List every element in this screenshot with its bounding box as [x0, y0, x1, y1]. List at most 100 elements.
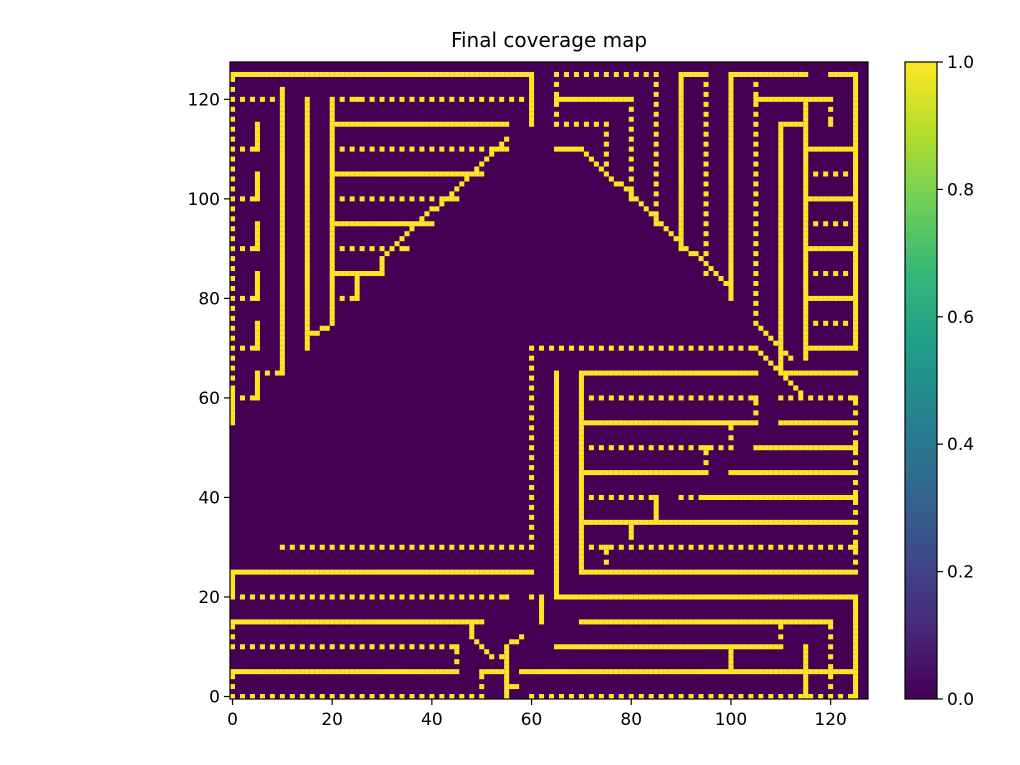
coverage-cell: [279, 171, 285, 177]
coverage-cell: [454, 644, 460, 650]
coverage-cell: [329, 156, 335, 162]
coverage-cell: [643, 644, 649, 650]
coverage-cell: [848, 445, 854, 451]
coverage-cell: [853, 684, 859, 690]
coverage-cell: [230, 76, 236, 82]
coverage-cell: [424, 171, 430, 177]
coverage-cell: [703, 101, 709, 107]
coverage-cell: [693, 519, 699, 525]
coverage-cell: [748, 494, 754, 500]
coverage-cell: [778, 305, 784, 311]
coverage-cell: [688, 544, 694, 550]
coverage-cell: [254, 221, 260, 227]
coverage-cell: [803, 106, 809, 112]
coverage-cell: [763, 355, 769, 361]
coverage-cell: [459, 171, 465, 177]
coverage-cell: [349, 271, 355, 277]
coverage-cell: [638, 544, 644, 550]
coverage-cell: [668, 345, 674, 351]
coverage-cell: [808, 146, 814, 152]
coverage-cell: [853, 280, 859, 286]
coverage-cell: [658, 221, 664, 227]
coverage-cell: [618, 445, 624, 451]
coverage-cell: [778, 166, 784, 172]
coverage-cell: [339, 271, 345, 277]
coverage-cell: [818, 594, 824, 600]
coverage-cell: [688, 420, 694, 426]
coverage-cell: [429, 644, 435, 650]
coverage-cell: [683, 594, 689, 600]
coverage-cell: [658, 594, 664, 600]
coverage-cell: [608, 345, 614, 351]
coverage-cell: [509, 639, 515, 645]
coverage-cell: [344, 171, 350, 177]
coverage-cell: [833, 470, 839, 476]
coverage-cell: [379, 271, 385, 277]
coverage-cell: [728, 156, 734, 162]
coverage-cell: [593, 370, 599, 376]
coverage-cell: [803, 161, 809, 167]
coverage-cell: [509, 544, 515, 550]
coverage-cell: [678, 181, 684, 187]
coverage-cell: [668, 519, 674, 525]
coverage-cell: [728, 251, 734, 257]
coverage-cell: [728, 669, 734, 675]
coverage-cell: [494, 669, 500, 675]
coverage-cell: [549, 345, 555, 351]
coverage-cell: [703, 171, 709, 177]
coverage-cell: [304, 166, 310, 172]
coverage-cell: [608, 594, 614, 600]
coverage-cell: [294, 619, 300, 625]
coverage-cell: [309, 330, 315, 336]
coverage-cell: [553, 455, 560, 461]
coverage-cell: [703, 181, 709, 187]
coverage-cell: [578, 524, 584, 530]
coverage-cell: [524, 569, 530, 575]
coverage-cell: [524, 71, 530, 77]
coverage-cell: [803, 246, 809, 252]
coverage-cell: [374, 121, 380, 127]
coverage-cell: [628, 669, 634, 675]
coverage-cell: [444, 196, 450, 202]
coverage-cell: [399, 594, 405, 600]
coverage-cell: [778, 176, 784, 182]
coverage-cell: [703, 211, 709, 217]
coverage-cell: [279, 340, 285, 346]
coverage-cell: [623, 96, 629, 102]
coverage-cell: [728, 519, 734, 525]
coverage-cell: [329, 191, 335, 197]
coverage-cell: [553, 460, 560, 466]
coverage-cell: [733, 370, 739, 376]
coverage-cell: [703, 71, 709, 77]
coverage-cell: [454, 669, 460, 675]
coverage-cell: [279, 350, 285, 356]
coverage-cell: [349, 96, 355, 102]
coverage-cell: [578, 485, 584, 491]
coverage-cell: [284, 669, 290, 675]
coverage-cell: [369, 96, 375, 102]
coverage-cell: [758, 619, 764, 625]
coverage-cell: [304, 71, 310, 77]
coverage-cell: [529, 504, 535, 510]
coverage-cell: [578, 489, 584, 496]
coverage-cell: [803, 101, 809, 107]
coverage-cell: [539, 669, 545, 675]
coverage-cell: [304, 266, 310, 272]
coverage-cell: [628, 529, 634, 535]
coverage-cell: [279, 295, 285, 301]
coverage-cell: [469, 594, 475, 600]
coverage-cell: [304, 216, 310, 222]
coverage-cell: [853, 489, 859, 496]
coverage-cell: [778, 226, 784, 232]
coverage-cell: [230, 86, 236, 92]
coverage-cell: [279, 335, 285, 341]
coverage-cell: [254, 395, 260, 401]
coverage-cell: [254, 186, 260, 192]
coverage-cell: [374, 569, 380, 575]
coverage-cell: [778, 355, 784, 361]
coverage-cell: [668, 470, 674, 476]
coverage-cell: [558, 694, 564, 700]
coverage-cell: [853, 330, 859, 336]
coverage-cell: [618, 420, 624, 426]
coverage-cell: [354, 121, 360, 127]
